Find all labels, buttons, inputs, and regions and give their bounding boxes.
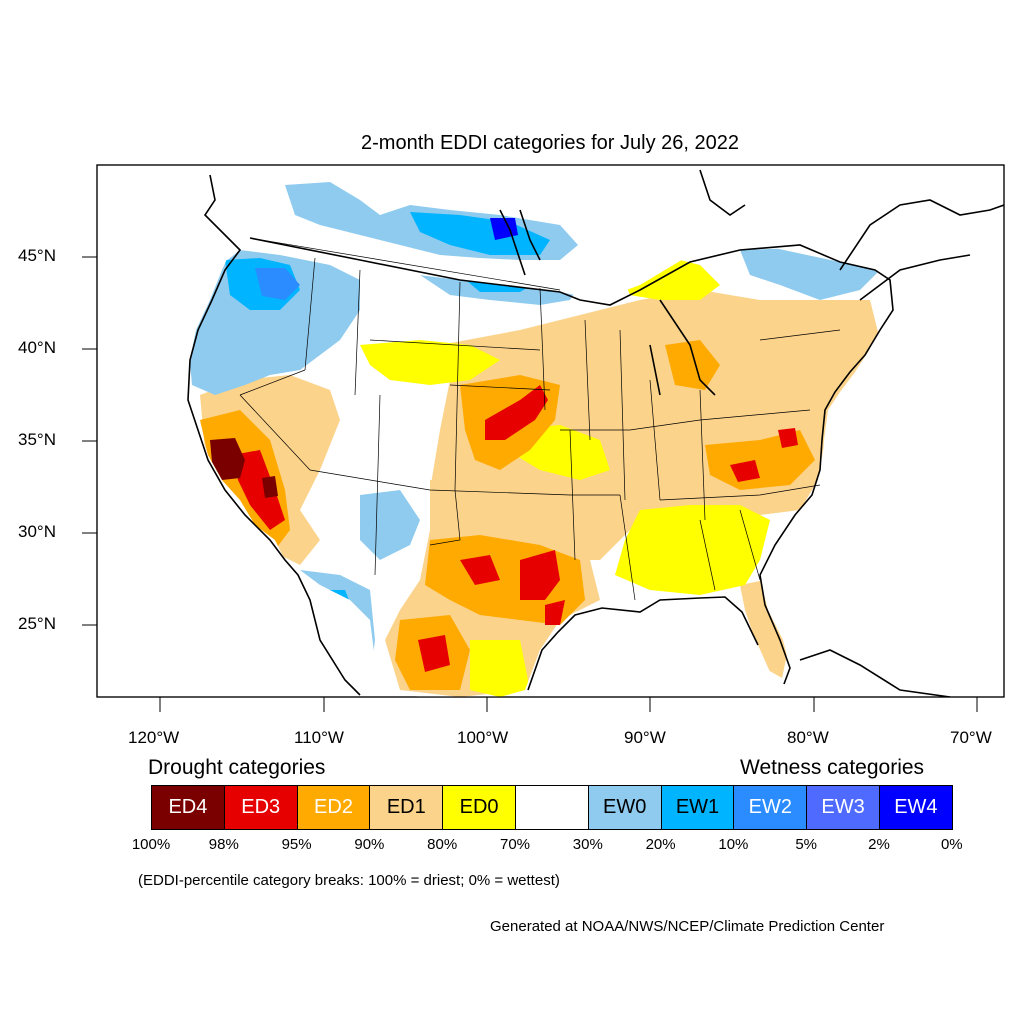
lon-label-80: 80°W	[787, 728, 829, 747]
ed3-region-mexico	[418, 635, 450, 672]
legend-break-label: 0%	[940, 836, 963, 853]
legend-swatch-ed3: ED3	[223, 785, 298, 830]
coastlines	[187, 169, 1004, 697]
lat-label-40: 40°N	[18, 338, 56, 357]
ed2-region-michigan	[665, 340, 720, 390]
lon-label-90: 90°W	[624, 728, 666, 747]
lon-ticks	[159, 697, 978, 712]
lon-label-120: 120°W	[128, 728, 180, 747]
lat-ticks	[82, 256, 97, 626]
ed0-region-southeast	[615, 505, 770, 595]
ed3-region-nebraska	[485, 385, 548, 440]
legend-break-label: 30%	[572, 836, 603, 853]
legend-break-label: 100%	[131, 836, 171, 853]
legend-break-label: 90%	[354, 836, 385, 853]
lat-label-25: 25°N	[18, 614, 56, 633]
category-note: (EDDI-percentile category breaks: 100% =…	[138, 872, 560, 889]
legend-break-label: 98%	[208, 836, 239, 853]
lat-label-35: 35°N	[18, 430, 56, 449]
ed0-region-plains	[360, 340, 500, 385]
credit-line: Generated at NOAA/NWS/NCEP/Climate Predi…	[490, 918, 885, 935]
legend-break-label: 95%	[281, 836, 312, 853]
ew2-region-northwest	[255, 268, 300, 300]
legend-swatch-ed4: ED4	[151, 785, 225, 830]
lat-label-30: 30°N	[18, 522, 56, 541]
ed3-region-virginia	[730, 428, 798, 482]
ed1-region-florida	[740, 580, 788, 678]
legend-break-label: 5%	[795, 836, 818, 853]
lat-label-45: 45°N	[18, 246, 56, 265]
legend-break-label: 2%	[868, 836, 890, 853]
ed3-region-texas	[460, 550, 565, 625]
legend-break-label: 20%	[645, 836, 676, 853]
lon-label-110: 110°W	[294, 728, 344, 747]
ed0-region-south-texas	[470, 640, 530, 697]
lon-label-70: 70°W	[950, 728, 992, 747]
ed4-region-nevada	[262, 476, 278, 498]
legend-swatch-ed1: ED1	[369, 785, 444, 830]
state-boundaries	[239, 237, 841, 601]
legend-swatch-ew4: EW4	[879, 785, 953, 830]
legend-break-label: 70%	[499, 836, 531, 853]
legend-swatch-ed0: ED0	[442, 785, 516, 830]
legend-swatch-ew3: EW3	[806, 785, 880, 830]
eddi-map	[82, 164, 1005, 712]
legend-swatch-ed2: ED2	[296, 785, 371, 830]
lon-label-100: 100°W	[457, 728, 509, 747]
ew0-region-southwest	[360, 490, 420, 560]
legend-swatch-neutral	[515, 785, 589, 830]
drought-heading: Drought categories	[148, 756, 326, 779]
legend-swatch-ew0: EW0	[587, 785, 662, 830]
legend-swatch-ew1: EW1	[660, 785, 735, 830]
map-title: 2-month EDDI categories for July 26, 202…	[361, 132, 739, 154]
legend-swatch-ew2: EW2	[733, 785, 808, 830]
ed3-region-california	[232, 450, 285, 530]
legend-break-label: 10%	[718, 836, 749, 853]
legend-break-label: 80%	[427, 836, 458, 853]
wetness-heading: Wetness categories	[740, 756, 925, 779]
ed4-region-california	[210, 438, 245, 480]
